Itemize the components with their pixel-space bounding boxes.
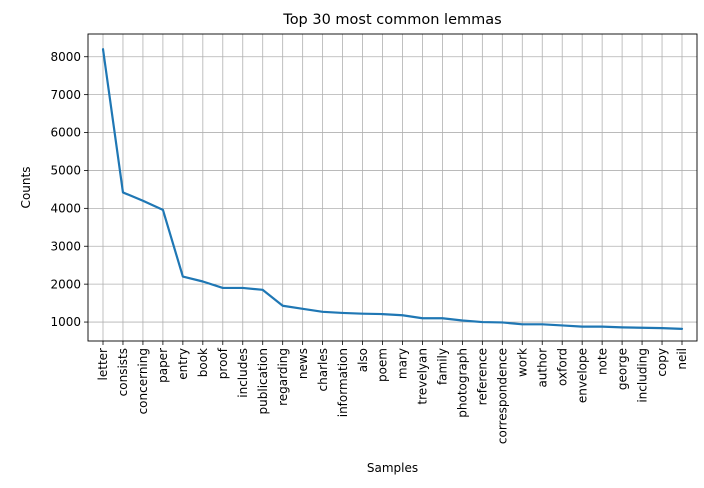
x-tick-label: charles xyxy=(316,348,330,391)
x-tick-label: including xyxy=(635,348,649,403)
x-tick-label: includes xyxy=(236,348,250,398)
x-tick-label: work xyxy=(515,348,529,377)
x-axis-label: Samples xyxy=(367,461,418,475)
y-tick-label: 4000 xyxy=(50,202,81,216)
x-tick-label: oxford xyxy=(555,348,569,386)
x-tick-label: note xyxy=(595,348,609,375)
x-tick-label: entry xyxy=(176,348,190,380)
x-tick-label: neil xyxy=(675,348,689,370)
x-tick-label: mary xyxy=(396,348,410,379)
x-tick-label: author xyxy=(535,348,549,388)
x-tick-label: envelope xyxy=(575,348,589,403)
y-tick-label: 1000 xyxy=(50,315,81,329)
x-tick-label: family xyxy=(436,348,450,385)
x-tick-label: publication xyxy=(256,348,270,414)
grid-layer xyxy=(88,34,697,341)
y-tick-label: 5000 xyxy=(50,164,81,178)
x-tick-label: letter xyxy=(96,348,110,381)
x-tick-label: information xyxy=(336,348,350,417)
y-axis-label: Counts xyxy=(19,167,33,209)
x-tick-label: trevelyan xyxy=(416,348,430,405)
x-tick-label: book xyxy=(196,348,210,377)
x-tick-label: photograph xyxy=(456,348,470,418)
plot-frame xyxy=(87,33,698,342)
y-tick-label: 6000 xyxy=(50,126,81,140)
x-tick-label: news xyxy=(296,348,310,379)
x-tick-label: paper xyxy=(156,348,170,383)
y-tick-label: 2000 xyxy=(50,277,81,291)
x-tick-label: copy xyxy=(655,348,669,377)
x-tick-label: regarding xyxy=(276,348,290,406)
x-tick-label: george xyxy=(615,348,629,390)
x-tick-label: consists xyxy=(116,348,130,396)
series-layer xyxy=(101,48,684,330)
x-tick-label: correspondence xyxy=(496,348,510,444)
x-tick-label: poem xyxy=(376,348,390,382)
y-tick-label: 3000 xyxy=(50,239,81,253)
x-tick-label: proof xyxy=(216,347,230,379)
chart-title: Top 30 most common lemmas xyxy=(282,12,501,28)
x-tick-label: also xyxy=(356,348,370,372)
ticks-layer: letter consists concerning paper entry book pr… xyxy=(50,50,689,444)
x-tick-label: concerning xyxy=(136,348,150,414)
series-line xyxy=(101,48,684,330)
y-tick-label: 8000 xyxy=(50,50,81,64)
y-tick-label: 7000 xyxy=(50,88,81,102)
x-tick-label: reference xyxy=(476,348,490,405)
